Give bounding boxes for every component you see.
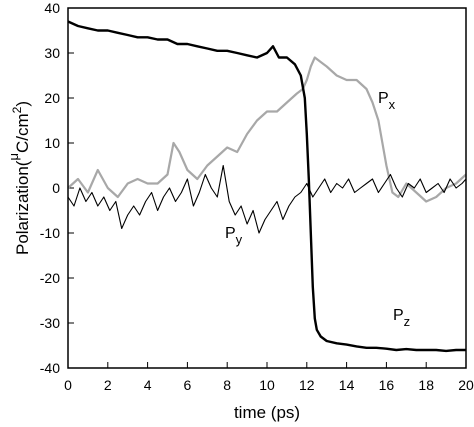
x-tick-label: 8 (223, 377, 231, 393)
series-label-px: Px (378, 90, 396, 112)
y-tick-label: -40 (40, 360, 60, 376)
plot-frame (67, 7, 467, 369)
series-label-pz: Pz (393, 307, 410, 329)
x-tick-label: 14 (339, 377, 355, 393)
series-label-pz-sub: z (404, 314, 411, 329)
y-tick-label: 40 (44, 0, 60, 16)
x-axis-title: time (ps) (234, 403, 300, 422)
series-line-pz (67, 20, 466, 353)
y-axis-title-mu: μ (6, 153, 21, 161)
series-label-py-main: P (225, 225, 236, 242)
y-axis-title: Polarization(μC/cm2) (6, 101, 32, 255)
y-axis-title-main: Polarization (13, 166, 32, 255)
y-tick-label: -20 (40, 270, 60, 286)
x-tick-label: 10 (259, 377, 275, 393)
y-tick-label: 30 (44, 45, 60, 61)
y-axis-title-open-paren: ( (13, 160, 32, 166)
series-line-py (67, 164, 467, 234)
tick-labels: 0 2 4 6 8 10 12 14 16 18 20 -40 -30 -20 -10 0 10 20 30 40 (40, 0, 474, 393)
series-label-py: Py (225, 225, 243, 247)
x-tick-label: 20 (458, 377, 474, 393)
y-tick-label: -10 (40, 225, 60, 241)
x-tick-label: 2 (104, 377, 112, 393)
x-tick-label: 4 (144, 377, 152, 393)
y-tick-label: -30 (40, 315, 60, 331)
x-tick-label: 6 (184, 377, 192, 393)
x-tick-label: 12 (299, 377, 315, 393)
series-label-py-sub: y (236, 232, 243, 247)
x-tick-label: 16 (379, 377, 395, 393)
y-tick-label: 10 (44, 135, 60, 151)
series-label-px-sub: x (389, 97, 396, 112)
series-line-px (67, 56, 467, 203)
y-axis-title-sup: 2 (10, 106, 24, 113)
y-tick-label: 0 (52, 180, 60, 196)
y-tick-label: 20 (44, 90, 60, 106)
series-layer (67, 20, 467, 353)
x-tick-label: 18 (418, 377, 434, 393)
series-label-pz-main: P (393, 307, 404, 324)
y-axis-title-close-paren: ) (13, 101, 32, 107)
y-axis-title-unit: C/cm (13, 113, 32, 153)
series-label-px-main: P (378, 90, 389, 107)
x-tick-label: 0 (64, 377, 72, 393)
